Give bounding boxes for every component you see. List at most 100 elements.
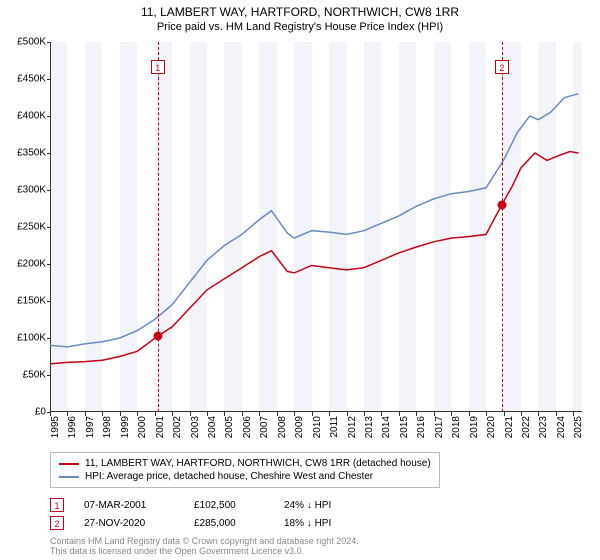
marker-number-box: 2 <box>495 60 509 74</box>
x-tick <box>50 412 51 416</box>
x-tick-label: 2013 <box>364 416 375 438</box>
x-tick <box>137 412 138 416</box>
x-tick <box>67 412 68 416</box>
chart-title: 11, LAMBERT WAY, HARTFORD, NORTHWICH, CW… <box>0 0 600 19</box>
x-tick <box>190 412 191 416</box>
footer-attribution: Contains HM Land Registry data © Crown c… <box>50 536 359 556</box>
legend-row: HPI: Average price, detached house, Ches… <box>59 470 431 483</box>
legend: 11, LAMBERT WAY, HARTFORD, NORTHWICH, CW… <box>50 452 440 488</box>
chart-subtitle: Price paid vs. HM Land Registry's House … <box>0 19 600 39</box>
x-tick <box>294 412 295 416</box>
annotation-date: 27-NOV-2020 <box>84 518 174 529</box>
legend-label: 11, LAMBERT WAY, HARTFORD, NORTHWICH, CW… <box>85 458 431 469</box>
marker-dot <box>497 200 506 209</box>
x-tick-label: 1996 <box>67 416 78 438</box>
x-tick <box>521 412 522 416</box>
y-tick-label: £500K <box>17 37 46 48</box>
y-tick-label: £450K <box>17 74 46 85</box>
plot-area: 12 <box>50 42 582 412</box>
x-tick-label: 2018 <box>451 416 462 438</box>
x-tick-label: 1997 <box>85 416 96 438</box>
y-tick-label: £50K <box>23 370 46 381</box>
series-property_price <box>50 152 579 364</box>
annotation-row: 2 27-NOV-2020 £285,000 18% ↓ HPI <box>50 514 570 532</box>
x-tick-label: 2024 <box>556 416 567 438</box>
marker-dot <box>153 332 162 341</box>
annotation-delta: 18% ↓ HPI <box>284 518 331 529</box>
x-tick-label: 2011 <box>329 416 340 438</box>
y-tick-label: £150K <box>17 296 46 307</box>
x-tick-label: 2019 <box>469 416 480 438</box>
annotation-delta: 24% ↓ HPI <box>284 500 331 511</box>
x-tick <box>416 412 417 416</box>
x-tick <box>312 412 313 416</box>
x-tick <box>259 412 260 416</box>
annotation-number-box: 2 <box>50 516 64 530</box>
x-tick <box>120 412 121 416</box>
x-tick-label: 2007 <box>259 416 270 438</box>
x-tick <box>102 412 103 416</box>
x-tick <box>364 412 365 416</box>
y-tick-label: £300K <box>17 185 46 196</box>
y-tick-label: £350K <box>17 148 46 159</box>
x-tick <box>538 412 539 416</box>
x-tick <box>85 412 86 416</box>
annotation-price: £285,000 <box>194 518 264 529</box>
x-tick <box>486 412 487 416</box>
x-tick <box>172 412 173 416</box>
x-tick-label: 2017 <box>434 416 445 438</box>
x-tick-label: 2025 <box>573 416 584 438</box>
x-tick-label: 2005 <box>224 416 235 438</box>
x-axis: 1995199619971998199920002001200220032004… <box>50 412 582 452</box>
marker-line <box>502 42 503 412</box>
x-tick <box>504 412 505 416</box>
x-tick <box>242 412 243 416</box>
annotation-row: 1 07-MAR-2001 £102,500 24% ↓ HPI <box>50 496 570 514</box>
x-tick <box>469 412 470 416</box>
x-tick <box>347 412 348 416</box>
x-tick-label: 1995 <box>50 416 61 438</box>
annotation-number-box: 1 <box>50 498 64 512</box>
x-tick-label: 2016 <box>416 416 427 438</box>
x-tick <box>434 412 435 416</box>
legend-row: 11, LAMBERT WAY, HARTFORD, NORTHWICH, CW… <box>59 457 431 470</box>
marker-number-box: 1 <box>151 60 165 74</box>
x-tick <box>573 412 574 416</box>
y-tick-label: £200K <box>17 259 46 270</box>
x-tick <box>277 412 278 416</box>
x-tick-label: 2014 <box>381 416 392 438</box>
x-tick <box>224 412 225 416</box>
legend-swatch <box>59 476 79 478</box>
x-tick-label: 2004 <box>207 416 218 438</box>
x-tick-label: 2010 <box>312 416 323 438</box>
annotation-price: £102,500 <box>194 500 264 511</box>
x-tick <box>556 412 557 416</box>
x-tick-label: 2008 <box>277 416 288 438</box>
x-tick-label: 2012 <box>347 416 358 438</box>
x-tick-label: 2022 <box>521 416 532 438</box>
x-tick-label: 2023 <box>538 416 549 438</box>
x-tick-label: 1998 <box>102 416 113 438</box>
x-tick-label: 2009 <box>294 416 305 438</box>
x-tick <box>381 412 382 416</box>
x-tick <box>451 412 452 416</box>
y-axis: £0£50K£100K£150K£200K£250K£300K£350K£400… <box>0 42 50 412</box>
x-tick <box>329 412 330 416</box>
x-tick-label: 2001 <box>155 416 166 438</box>
x-tick <box>155 412 156 416</box>
x-tick <box>399 412 400 416</box>
x-tick-label: 2021 <box>504 416 515 438</box>
marker-line <box>158 42 159 412</box>
footer-line-2: This data is licensed under the Open Gov… <box>50 546 359 556</box>
y-tick-label: £250K <box>17 222 46 233</box>
x-tick-label: 2002 <box>172 416 183 438</box>
x-tick-label: 2006 <box>242 416 253 438</box>
y-tick-label: £0 <box>35 407 46 418</box>
y-tick-label: £100K <box>17 333 46 344</box>
series-hpi <box>50 94 579 347</box>
annotation-date: 07-MAR-2001 <box>84 500 174 511</box>
footer-line-1: Contains HM Land Registry data © Crown c… <box>50 536 359 546</box>
x-tick-label: 2015 <box>399 416 410 438</box>
x-tick-label: 2000 <box>137 416 148 438</box>
legend-label: HPI: Average price, detached house, Ches… <box>85 471 373 482</box>
